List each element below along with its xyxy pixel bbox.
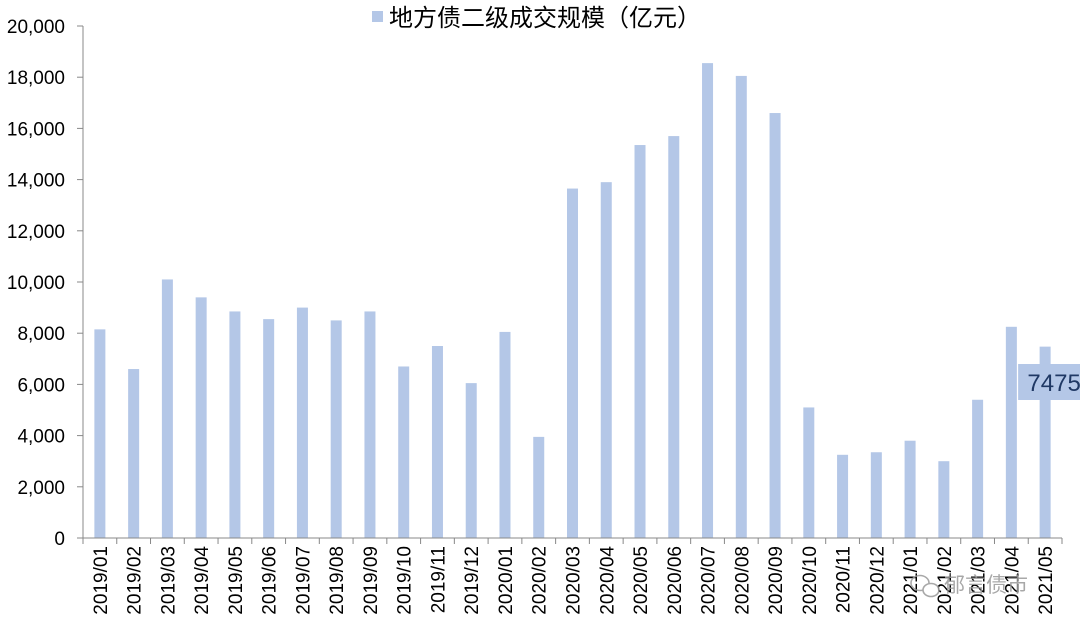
x-tick-label: 2019/11 bbox=[428, 546, 449, 613]
x-tick-label: 2021/02 bbox=[935, 546, 956, 615]
bar-2021-03 bbox=[972, 399, 984, 538]
bar-2020-03 bbox=[567, 188, 578, 538]
x-tick-label: 2020/08 bbox=[732, 546, 753, 615]
x-tick-label: 2019/07 bbox=[293, 546, 314, 615]
y-tick-label: 20,000 bbox=[7, 17, 65, 38]
bar-2020-08 bbox=[735, 75, 747, 539]
x-tick-label: 2019/01 bbox=[91, 546, 112, 615]
bar-2020-11 bbox=[837, 454, 849, 538]
bar-2019-10 bbox=[398, 366, 410, 538]
y-tick-label: 4,000 bbox=[17, 427, 65, 448]
bar-2019-04 bbox=[195, 297, 207, 538]
y-tick-label: 10,000 bbox=[7, 273, 65, 294]
x-tick-label: 2021/03 bbox=[969, 546, 990, 615]
x-tick-label: 2020/04 bbox=[597, 546, 618, 615]
x-tick-label: 2020/02 bbox=[530, 546, 551, 615]
bar-2020-12 bbox=[870, 452, 882, 538]
bars-group bbox=[94, 63, 1051, 539]
bar-2021-04 bbox=[1005, 326, 1017, 538]
legend-label: 地方债二级成交规模（亿元） bbox=[389, 4, 701, 32]
x-tick-label: 2020/11 bbox=[834, 546, 855, 613]
y-tick-label: 2,000 bbox=[17, 478, 65, 499]
x-tick-label: 2020/06 bbox=[665, 546, 686, 615]
bar-2020-01 bbox=[499, 331, 511, 538]
bar-2021-01 bbox=[904, 440, 916, 538]
callout-value: 7475 bbox=[1027, 370, 1080, 397]
y-tick-label: 12,000 bbox=[7, 222, 65, 243]
bar-2019-11 bbox=[431, 346, 443, 538]
bar-2019-02 bbox=[128, 369, 140, 538]
x-tick-label: 2019/05 bbox=[226, 546, 247, 615]
x-tick-label: 2019/12 bbox=[462, 546, 483, 615]
x-tick-label: 2020/01 bbox=[496, 546, 517, 615]
x-tick-label: 2019/08 bbox=[327, 546, 348, 615]
value-callout: 7475 bbox=[1018, 364, 1080, 400]
bar-2019-01 bbox=[94, 329, 106, 538]
bar-2020-10 bbox=[803, 407, 815, 538]
wechat-icon bbox=[910, 574, 940, 598]
watermark: 郁言债市 bbox=[910, 573, 1028, 598]
x-tick-label: 2021/05 bbox=[1036, 546, 1057, 615]
y-tick-label: 14,000 bbox=[7, 171, 65, 192]
legend-swatch bbox=[372, 11, 383, 22]
x-tick-label: 2019/02 bbox=[125, 546, 146, 615]
x-tick-label: 2021/04 bbox=[1002, 546, 1023, 615]
x-tick-label: 2020/12 bbox=[867, 546, 888, 615]
chart-legend: 地方债二级成交规模（亿元） bbox=[372, 4, 701, 32]
y-tick-label: 16,000 bbox=[7, 119, 65, 140]
x-tick-label: 2020/09 bbox=[766, 546, 787, 615]
watermark-text: 郁言债市 bbox=[944, 573, 1028, 597]
x-tick-label: 2020/03 bbox=[564, 546, 585, 615]
x-tick-label: 2020/10 bbox=[800, 546, 821, 615]
x-tick-label: 2019/09 bbox=[361, 546, 382, 615]
bar-2020-05 bbox=[634, 145, 646, 539]
bar-2020-06 bbox=[668, 136, 680, 538]
bar-2019-09 bbox=[364, 311, 376, 538]
bar-2019-06 bbox=[263, 319, 275, 538]
y-tick-label: 18,000 bbox=[7, 68, 65, 89]
x-tick-label: 2020/05 bbox=[631, 546, 652, 615]
bar-2019-05 bbox=[229, 311, 241, 538]
y-tick-label: 6,000 bbox=[17, 375, 65, 396]
bar-2020-02 bbox=[533, 436, 545, 538]
y-tick-label: 8,000 bbox=[17, 324, 65, 345]
x-tick-label: 2019/03 bbox=[158, 546, 179, 615]
x-tick-label: 2020/07 bbox=[699, 546, 720, 615]
bar-2019-03 bbox=[161, 279, 173, 538]
y-axis: 0 2,000 4,000 6,000 8,000 10,000 12,000 14,000 1… bbox=[7, 17, 84, 550]
bar-2019-08 bbox=[330, 320, 342, 538]
x-tick-label: 2019/04 bbox=[192, 546, 213, 615]
bar-2019-07 bbox=[296, 307, 308, 538]
bar-2020-09 bbox=[769, 113, 781, 538]
bar-2021-02 bbox=[938, 461, 950, 538]
x-tick-label: 2019/10 bbox=[395, 546, 416, 615]
y-tick-label: 0 bbox=[54, 529, 65, 550]
bar-2019-12 bbox=[465, 383, 477, 538]
bar-2020-04 bbox=[600, 182, 612, 538]
bar-2020-07 bbox=[702, 63, 714, 539]
callout-box bbox=[1018, 364, 1080, 400]
bar-2021-05 bbox=[1039, 346, 1051, 538]
x-tick-label: 2019/06 bbox=[260, 546, 281, 615]
